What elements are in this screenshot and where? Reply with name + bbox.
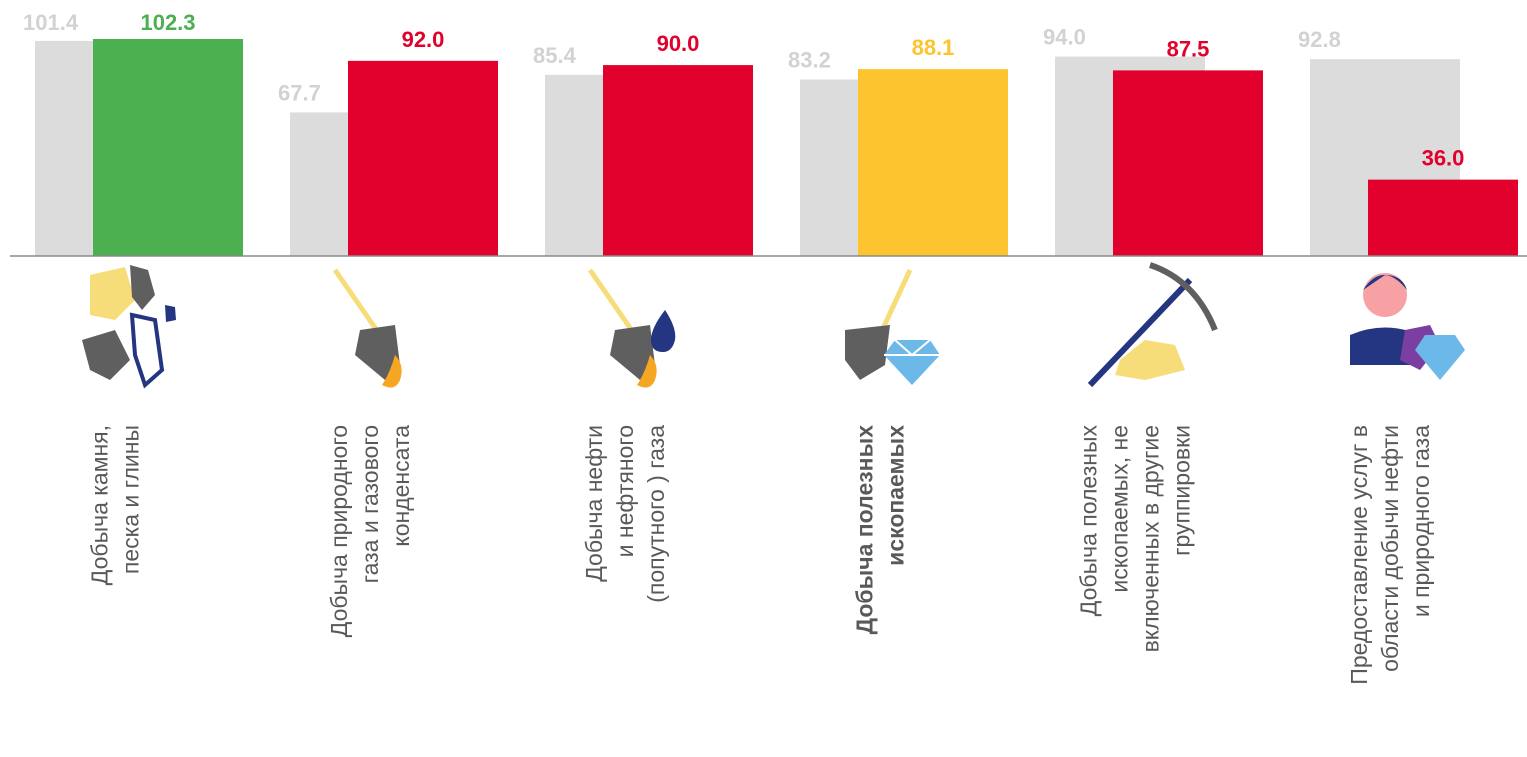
bar-curr-1 <box>348 60 498 257</box>
value-label-curr-3: 88.1 <box>912 35 955 60</box>
category-label-line: и нефтяного <box>612 425 638 557</box>
icons-layer <box>82 262 1465 389</box>
category-label-2: Добыча нефти и нефтяного (попутного ) газа <box>581 425 669 603</box>
value-label-prev-3: 83.2 <box>788 48 831 73</box>
bar-curr-0 <box>93 39 243 256</box>
category-labels-layer: Добыча камня, песка и глины Добыча природн… <box>87 425 1435 685</box>
category-label-line: Предоставление услуг в <box>1346 425 1372 685</box>
category-label-line: Добыча природного <box>326 425 352 637</box>
value-label-curr-4: 87.5 <box>1167 36 1210 61</box>
category-label-line: группировки <box>1169 425 1195 556</box>
bar-curr-2 <box>603 65 753 256</box>
stones-crystal-icon <box>82 265 176 389</box>
bars-layer <box>35 39 1518 257</box>
value-label-prev-4: 94.0 <box>1043 25 1086 50</box>
category-label-0: Добыча камня, песка и глины <box>87 425 144 585</box>
category-label-line: (попутного ) газа <box>643 425 669 603</box>
category-label-line: включенных в другие <box>1138 425 1164 652</box>
category-label-line: Добыча полезных <box>852 425 878 635</box>
category-label-line: и природного газа <box>1408 425 1434 617</box>
bar-curr-4 <box>1113 70 1263 256</box>
value-label-curr-0: 102.3 <box>140 10 195 35</box>
category-label-line: Добыча камня, <box>87 425 113 585</box>
value-label-prev-5: 92.8 <box>1298 27 1341 52</box>
value-label-curr-2: 90.0 <box>657 31 700 56</box>
pickaxe-gold-icon <box>1087 262 1218 388</box>
shovel-flame-icon <box>332 268 402 388</box>
shovel-diamond-icon <box>845 268 940 385</box>
category-label-line: песка и глины <box>118 425 144 574</box>
bar-curr-5 <box>1368 179 1518 256</box>
value-labels-layer: 101.4 102.3 67.7 92.0 85.4 90.0 83.2 88.1 94.0 87… <box>23 10 1464 171</box>
value-label-curr-5: 36.0 <box>1422 146 1465 171</box>
category-label-line: ископаемых, не <box>1107 425 1133 593</box>
value-label-curr-1: 92.0 <box>402 27 445 52</box>
category-label-line: ископаемых <box>883 425 909 566</box>
worker-gems-icon <box>1350 273 1465 380</box>
category-label-line: Добыча нефти <box>581 425 607 582</box>
category-label-line: конденсата <box>388 425 414 547</box>
category-label-1: Добыча природного газа и газового конденса… <box>326 425 414 637</box>
category-label-line: области добычи нефти <box>1377 425 1403 672</box>
category-label-line: газа и газового <box>357 425 383 583</box>
value-label-prev-0: 101.4 <box>23 10 79 35</box>
value-label-prev-1: 67.7 <box>278 80 321 105</box>
category-label-line: Добыча полезных <box>1076 425 1102 617</box>
category-label-4: Добыча полезных ископаемых, не включенных … <box>1076 425 1195 653</box>
shovel-oil-drop-icon <box>587 268 676 388</box>
category-label-5: Предоставление услуг в области добычи неф… <box>1346 425 1434 685</box>
bar-curr-3 <box>858 69 1008 256</box>
category-label-3: Добыча полезных ископаемых <box>852 425 909 635</box>
value-label-prev-2: 85.4 <box>533 43 577 68</box>
